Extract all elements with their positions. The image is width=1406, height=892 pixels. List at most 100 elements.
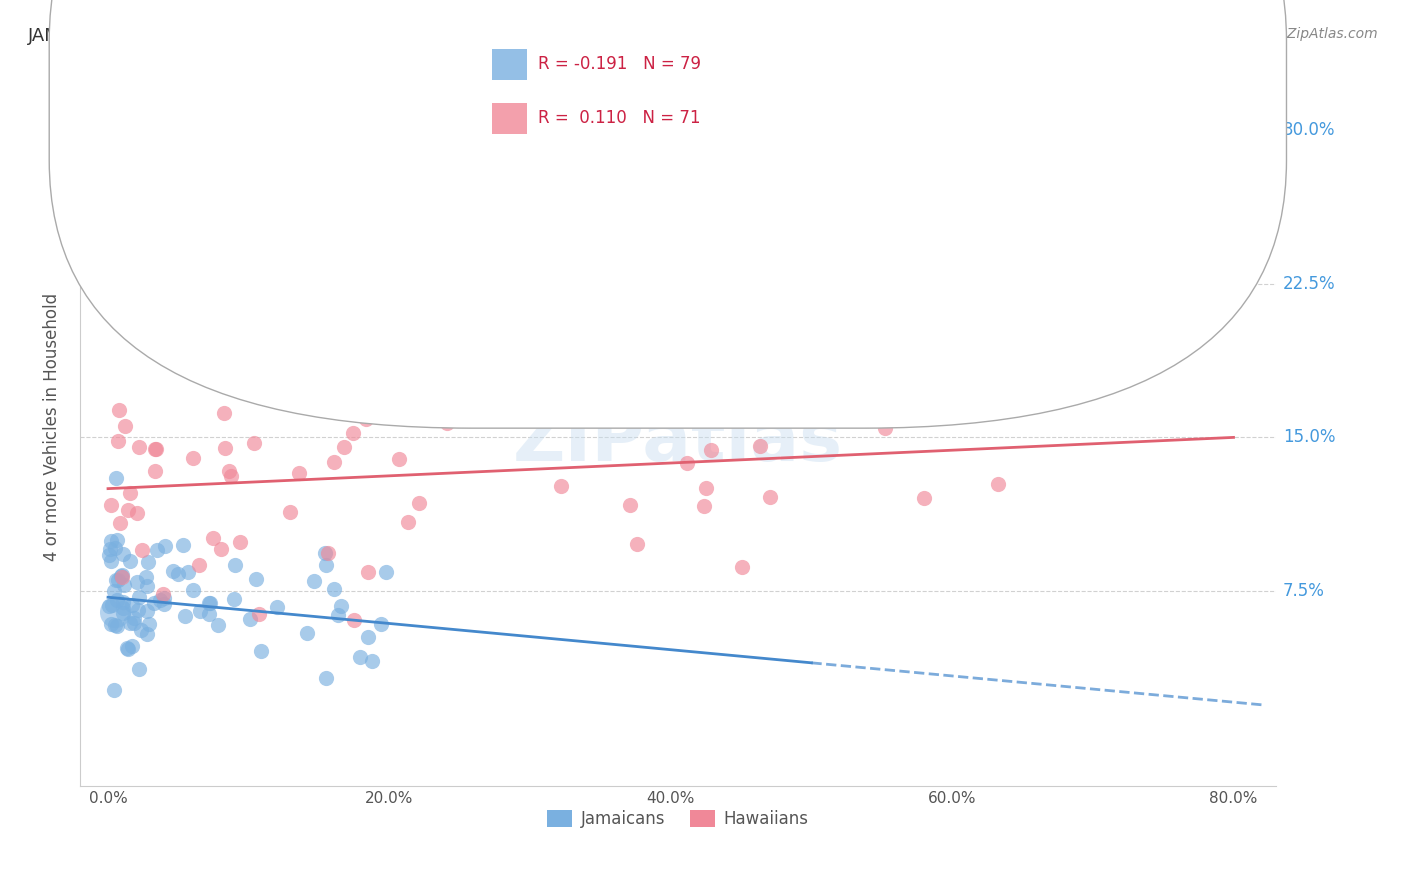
Point xyxy=(278,505,301,519)
Point xyxy=(550,479,572,493)
Point xyxy=(125,506,148,520)
Point xyxy=(408,495,430,509)
Point xyxy=(105,471,128,485)
Point xyxy=(149,593,172,607)
Point xyxy=(323,455,346,469)
Point xyxy=(103,682,125,697)
Point xyxy=(128,662,150,676)
Point xyxy=(305,392,328,406)
Point xyxy=(207,618,229,632)
Point xyxy=(357,340,380,354)
Point xyxy=(224,558,246,573)
Point xyxy=(120,554,142,568)
Point xyxy=(150,246,173,260)
Text: ZIPatlas: ZIPatlas xyxy=(513,407,842,476)
Point xyxy=(245,572,267,586)
Point xyxy=(104,605,127,619)
Point xyxy=(131,543,153,558)
Point xyxy=(110,570,132,584)
Point xyxy=(103,584,125,599)
Point xyxy=(122,616,145,631)
Point xyxy=(143,464,166,478)
Point xyxy=(145,442,167,456)
Y-axis label: 4 or more Vehicles in Household: 4 or more Vehicles in Household xyxy=(44,293,60,561)
Text: 30.0%: 30.0% xyxy=(1282,121,1336,139)
Point xyxy=(177,565,200,579)
Point xyxy=(239,612,262,626)
Point xyxy=(105,533,128,548)
Point xyxy=(201,531,224,545)
Point xyxy=(558,392,581,407)
Point xyxy=(181,450,204,465)
Point xyxy=(267,390,290,404)
Point xyxy=(98,541,121,556)
Point xyxy=(181,582,204,597)
Point xyxy=(98,599,121,613)
Point xyxy=(824,403,846,417)
Point xyxy=(118,485,141,500)
Point xyxy=(118,194,141,209)
Point xyxy=(162,564,184,578)
Point xyxy=(136,579,159,593)
Point xyxy=(242,436,264,450)
Point xyxy=(100,499,122,513)
Point xyxy=(315,671,337,685)
Point xyxy=(104,618,127,632)
Point xyxy=(132,205,155,219)
Point xyxy=(153,591,176,605)
Point xyxy=(396,516,419,530)
Point xyxy=(136,235,159,250)
Point xyxy=(108,516,131,530)
Point xyxy=(114,419,136,434)
Point xyxy=(104,541,127,556)
Point xyxy=(330,599,353,613)
Text: 15.0%: 15.0% xyxy=(1282,428,1336,446)
Point xyxy=(212,407,235,421)
Point xyxy=(100,533,122,548)
Point xyxy=(122,611,145,625)
Point xyxy=(731,560,754,574)
Point xyxy=(343,613,366,627)
Point xyxy=(353,190,375,204)
Point xyxy=(111,606,134,620)
Point xyxy=(142,185,165,199)
Point xyxy=(112,600,135,615)
Point xyxy=(117,503,139,517)
Point xyxy=(111,568,134,582)
Point xyxy=(128,440,150,454)
Point xyxy=(190,604,212,618)
Point xyxy=(111,547,134,561)
Text: JAMAICAN VS HAWAIIAN 4 OR MORE VEHICLES IN HOUSEHOLD CORRELATION CHART: JAMAICAN VS HAWAIIAN 4 OR MORE VEHICLES … xyxy=(28,27,790,45)
Point xyxy=(121,639,143,653)
Point xyxy=(125,574,148,589)
Text: R = -0.191   N = 79: R = -0.191 N = 79 xyxy=(538,55,702,73)
Point xyxy=(117,642,139,657)
Point xyxy=(125,174,148,188)
Point xyxy=(186,323,208,337)
Point xyxy=(266,599,288,614)
Point xyxy=(135,570,157,584)
Point xyxy=(135,604,157,618)
Point xyxy=(128,590,150,604)
Point xyxy=(138,617,160,632)
Point xyxy=(214,441,236,455)
Point xyxy=(626,537,648,551)
Point xyxy=(108,403,131,417)
Point xyxy=(152,597,174,611)
Point xyxy=(222,592,245,607)
Point xyxy=(145,542,167,557)
Point xyxy=(112,595,135,609)
Point xyxy=(356,566,378,580)
Point xyxy=(326,607,349,622)
Point xyxy=(356,630,378,644)
Point xyxy=(218,464,240,478)
Point xyxy=(142,596,165,610)
Point xyxy=(100,553,122,567)
Point xyxy=(120,616,142,631)
Point xyxy=(388,452,411,467)
Point xyxy=(97,549,120,563)
Text: 22.5%: 22.5% xyxy=(1282,275,1336,293)
Point xyxy=(458,400,481,414)
Point xyxy=(759,490,782,504)
Point xyxy=(101,598,124,612)
